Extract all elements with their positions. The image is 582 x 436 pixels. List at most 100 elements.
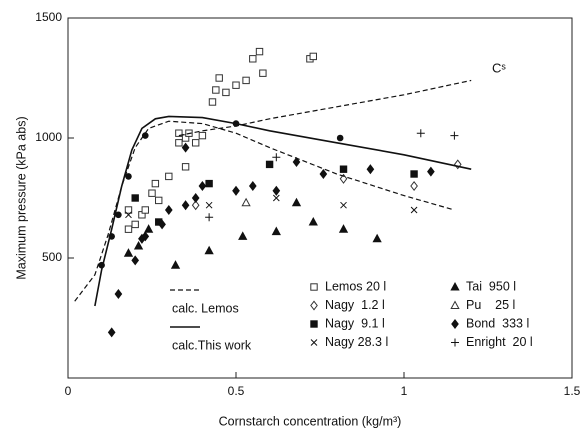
marker bbox=[310, 339, 318, 346]
marker bbox=[191, 200, 200, 211]
marker bbox=[255, 47, 264, 56]
marker bbox=[151, 179, 160, 188]
y-tick-label: 1000 bbox=[35, 130, 62, 144]
marker bbox=[198, 131, 207, 140]
marker bbox=[131, 220, 139, 229]
marker bbox=[175, 139, 183, 147]
marker bbox=[450, 281, 460, 291]
marker bbox=[259, 69, 267, 77]
marker bbox=[451, 318, 459, 330]
marker bbox=[232, 81, 240, 89]
plot-frame bbox=[67, 17, 573, 379]
x-tick-label: 0 bbox=[65, 384, 72, 398]
marker bbox=[339, 165, 348, 173]
marker bbox=[309, 52, 317, 61]
marker bbox=[427, 166, 435, 177]
y-tick-label: 1500 bbox=[35, 10, 62, 24]
marker bbox=[181, 142, 190, 153]
marker bbox=[291, 197, 302, 207]
curve bbox=[94, 115, 472, 307]
x-tick-label: 0.5 bbox=[228, 384, 245, 398]
marker bbox=[242, 76, 250, 85]
marker bbox=[181, 163, 190, 171]
curve-point bbox=[115, 211, 122, 219]
marker bbox=[143, 224, 154, 233]
marker bbox=[123, 248, 134, 257]
legend-label: Tai 950 l bbox=[466, 279, 516, 293]
marker bbox=[131, 194, 139, 202]
legend-label: Nagy 9.1 l bbox=[325, 316, 385, 330]
marker bbox=[241, 197, 251, 207]
marker bbox=[114, 288, 123, 300]
marker bbox=[155, 196, 163, 205]
marker bbox=[339, 173, 348, 184]
legend-label: Nagy 1.2 l bbox=[325, 298, 385, 312]
curve-point bbox=[125, 173, 132, 180]
marker bbox=[164, 204, 173, 216]
marker bbox=[340, 201, 347, 209]
marker bbox=[141, 231, 150, 242]
marker bbox=[310, 320, 318, 328]
legend-label: calc. Lemos bbox=[172, 301, 239, 315]
marker bbox=[175, 129, 183, 137]
legend-label: Nagy 28.3 l bbox=[325, 335, 388, 349]
marker bbox=[271, 226, 281, 236]
marker bbox=[410, 180, 418, 192]
marker bbox=[204, 245, 214, 255]
marker bbox=[208, 98, 217, 106]
marker bbox=[450, 131, 459, 140]
y-tick-label: 500 bbox=[42, 250, 62, 264]
marker bbox=[338, 224, 349, 233]
marker bbox=[205, 179, 213, 188]
marker bbox=[125, 211, 132, 219]
marker bbox=[170, 260, 181, 269]
marker bbox=[249, 55, 257, 63]
marker bbox=[238, 231, 248, 240]
marker bbox=[416, 129, 425, 138]
marker bbox=[292, 156, 301, 168]
marker bbox=[131, 255, 140, 266]
x-tick-label: 1 bbox=[401, 384, 408, 398]
marker bbox=[191, 139, 200, 147]
legend-label: Lemos 20 l bbox=[325, 279, 386, 293]
marker bbox=[181, 200, 190, 211]
marker bbox=[212, 86, 220, 94]
marker bbox=[141, 206, 149, 214]
marker bbox=[272, 194, 280, 202]
x-axis-title: Cornstarch concentration (kg/m³) bbox=[219, 414, 402, 428]
marker bbox=[319, 168, 328, 180]
curve-point bbox=[141, 132, 149, 139]
marker bbox=[310, 283, 318, 291]
marker bbox=[410, 206, 418, 214]
marker bbox=[308, 216, 318, 226]
marker bbox=[310, 300, 318, 311]
marker bbox=[410, 170, 418, 178]
marker bbox=[148, 189, 156, 197]
marker bbox=[272, 185, 281, 196]
marker bbox=[232, 185, 240, 196]
y-axis-title: Maximum pressure (kPa abs) bbox=[14, 116, 28, 279]
marker bbox=[198, 180, 207, 192]
curve-point bbox=[98, 261, 105, 269]
legend-label: Pu 25 l bbox=[466, 298, 515, 312]
x-tick-label: 1.5 bbox=[564, 384, 581, 398]
curve-annotation: Cˢ bbox=[492, 60, 506, 75]
marker bbox=[451, 338, 459, 347]
marker bbox=[450, 300, 460, 309]
marker bbox=[215, 74, 223, 82]
marker bbox=[265, 160, 274, 169]
legend-label: calc.This work bbox=[172, 338, 252, 352]
curve-point bbox=[108, 233, 115, 240]
marker bbox=[133, 240, 144, 250]
marker bbox=[124, 206, 133, 214]
marker bbox=[191, 192, 200, 204]
legend-label: Bond 333 l bbox=[466, 316, 529, 330]
marker bbox=[165, 172, 173, 181]
legend-label: Enright 20 l bbox=[466, 335, 533, 349]
marker bbox=[158, 219, 166, 230]
curve bbox=[74, 120, 455, 302]
marker bbox=[205, 213, 214, 222]
marker bbox=[107, 327, 116, 338]
marker bbox=[205, 201, 213, 209]
